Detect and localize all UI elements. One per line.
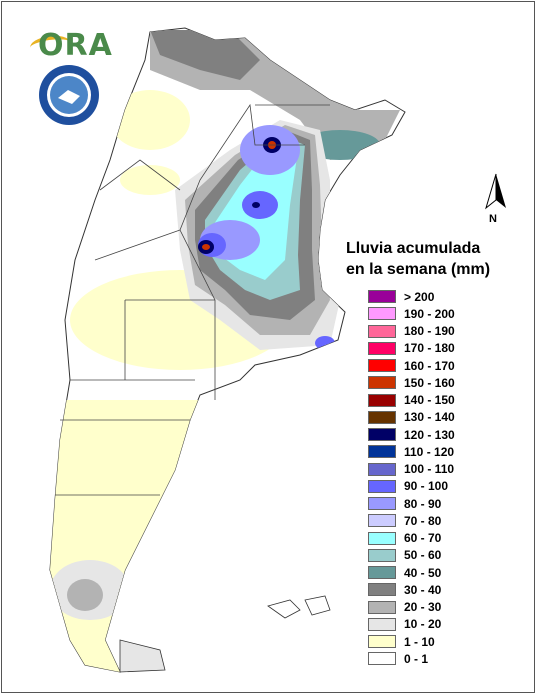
legend-swatch: [368, 307, 396, 321]
province-borders: [55, 103, 330, 496]
legend-swatch: [368, 290, 396, 304]
legend-swatch: [368, 479, 396, 493]
legend-label: 60 - 70: [404, 531, 442, 546]
legend-swatch: [368, 341, 396, 355]
legend-swatch: [368, 531, 396, 545]
legend-item: 70 - 80: [368, 512, 455, 529]
legend-item: 40 - 50: [368, 564, 455, 581]
legend-title-line1: Lluvia acumulada: [346, 240, 481, 257]
legend-label: 140 - 150: [404, 393, 455, 408]
legend-item: 20 - 30: [368, 599, 455, 616]
legend-item: 0 - 1: [368, 650, 455, 667]
legend-item: 10 - 20: [368, 616, 455, 633]
legend-label: 180 - 190: [404, 324, 455, 339]
legend-item: 80 - 90: [368, 495, 455, 512]
legend-swatch: [368, 428, 396, 442]
legend-item: 50 - 60: [368, 547, 455, 564]
legend-swatch: [368, 566, 396, 580]
legend-label: 160 - 170: [404, 358, 455, 373]
ora-logo: ORA: [38, 28, 113, 63]
legend-label: 90 - 100: [404, 479, 449, 494]
legend-item: > 200: [368, 288, 455, 305]
legend: > 200 190 - 200 180 - 190 170 - 180 160 - 17…: [368, 288, 455, 668]
legend-swatch: [368, 445, 396, 459]
legend-label: 10 - 20: [404, 617, 442, 632]
legend-label: 80 - 90: [404, 496, 442, 511]
legend-swatch: [368, 583, 396, 597]
legend-label: 120 - 130: [404, 427, 455, 442]
legend-label: 1 - 10: [404, 634, 435, 649]
legend-title-line2: en la semana (mm): [346, 261, 491, 278]
legend-label: 70 - 80: [404, 513, 442, 528]
tierra-del-fuego: [119, 639, 166, 673]
legend-swatch: [368, 600, 396, 614]
legend-label: 130 - 140: [404, 410, 455, 425]
legend-item: 110 - 120: [368, 443, 455, 460]
legend-swatch: [368, 617, 396, 631]
legend-item: 120 - 130: [368, 426, 455, 443]
north-arrow-icon: [485, 173, 506, 210]
legend-item: 180 - 190: [368, 323, 455, 340]
legend-swatch: [368, 497, 396, 511]
legend-label: 0 - 1: [404, 651, 429, 666]
legend-label: 190 - 200: [404, 306, 455, 321]
legend-label: > 200: [404, 289, 435, 304]
legend-label: 50 - 60: [404, 548, 442, 563]
legend-item: 140 - 150: [368, 392, 455, 409]
smn-seal-icon: [39, 65, 99, 125]
legend-swatch: [368, 410, 396, 424]
legend-label: 40 - 50: [404, 565, 442, 580]
legend-label: 150 - 160: [404, 375, 455, 390]
legend-title: Lluvia acumulada en la semana (mm): [346, 238, 490, 280]
legend-label: 170 - 180: [404, 341, 455, 356]
legend-swatch: [368, 635, 396, 649]
legend-swatch: [368, 324, 396, 338]
legend-item: 130 - 140: [368, 409, 455, 426]
legend-item: 190 - 200: [368, 305, 455, 322]
legend-item: 90 - 100: [368, 478, 455, 495]
legend-item: 160 - 170: [368, 357, 455, 374]
legend-swatch: [368, 393, 396, 407]
legend-label: 100 - 110: [404, 462, 455, 477]
legend-label: 110 - 120: [404, 444, 455, 459]
legend-item: 1 - 10: [368, 633, 455, 650]
legend-item: 170 - 180: [368, 340, 455, 357]
north-label: N: [489, 213, 497, 225]
legend-label: 20 - 30: [404, 600, 442, 615]
legend-item: 150 - 160: [368, 374, 455, 391]
malvinas-islands: [267, 595, 331, 619]
legend-item: 60 - 70: [368, 530, 455, 547]
legend-swatch: [368, 462, 396, 476]
legend-swatch: [368, 359, 396, 373]
legend-swatch: [368, 548, 396, 562]
legend-item: 100 - 110: [368, 461, 455, 478]
legend-swatch: [368, 652, 396, 666]
legend-swatch: [368, 376, 396, 390]
legend-label: 30 - 40: [404, 582, 442, 597]
legend-item: 30 - 40: [368, 581, 455, 598]
legend-swatch: [368, 514, 396, 528]
